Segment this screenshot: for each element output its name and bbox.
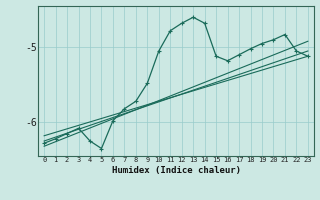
X-axis label: Humidex (Indice chaleur): Humidex (Indice chaleur) xyxy=(111,166,241,175)
